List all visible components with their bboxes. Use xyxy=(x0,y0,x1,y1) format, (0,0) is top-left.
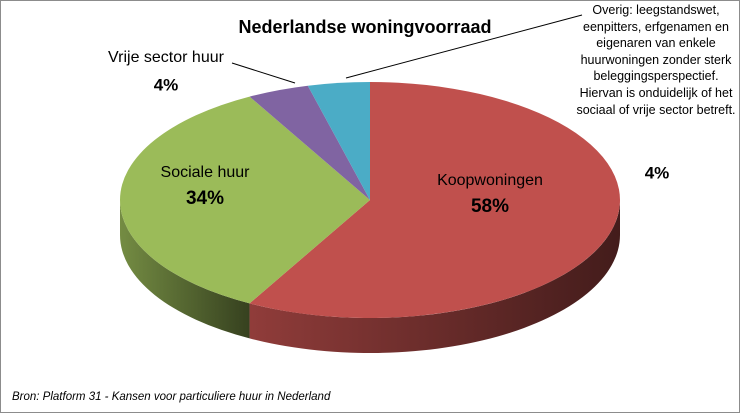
slice xyxy=(249,85,370,200)
value-label: 34% xyxy=(186,188,224,209)
slice-side xyxy=(249,200,620,353)
value-label: 4% xyxy=(645,163,670,182)
slice xyxy=(249,82,621,318)
slice-label: Vrije sector huur xyxy=(108,49,225,66)
source-note: Bron: Platform 31 - Kansen voor particul… xyxy=(12,391,331,403)
slice xyxy=(120,96,371,304)
leader-line xyxy=(345,14,583,79)
slice-label: Koopwoningen xyxy=(437,172,543,189)
leader-line xyxy=(231,62,296,84)
value-label: 58% xyxy=(471,196,509,217)
pie xyxy=(120,82,621,353)
slice-label: Sociale huur xyxy=(161,164,251,181)
value-label: 4% xyxy=(154,75,179,94)
chart-title: Nederlandse woningvoorraad xyxy=(238,17,491,37)
slice-side xyxy=(120,200,250,339)
slice xyxy=(307,82,370,200)
slice-label: Overig: leegstandswet, eenpitters, erfge… xyxy=(576,3,736,117)
